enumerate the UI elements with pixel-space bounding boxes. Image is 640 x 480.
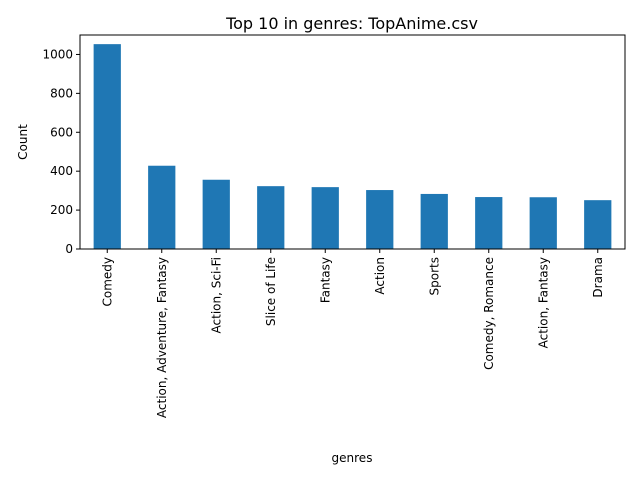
x-tick-label: Drama: [591, 257, 605, 298]
y-axis-ticks: 0 200 400 600 800 1000: [42, 47, 80, 256]
bar: [529, 197, 557, 249]
x-tick-label: Comedy: [100, 257, 114, 307]
bar: [475, 197, 503, 249]
bar: [93, 44, 121, 250]
bar: [420, 193, 448, 249]
x-tick-label: Action, Adventure, Fantasy: [155, 257, 169, 418]
bar: [148, 165, 176, 249]
bar: [311, 187, 339, 249]
x-tick-label: Slice of Life: [264, 257, 278, 326]
y-tick-label: 800: [50, 86, 73, 100]
bar: [202, 179, 230, 249]
bar: [584, 200, 612, 249]
y-tick-label: 400: [50, 164, 73, 178]
x-tick-label: Comedy, Romance: [482, 257, 496, 370]
plot-frame: [79, 34, 626, 250]
bar: [366, 190, 394, 249]
chart-title: Top 10 in genres: TopAnime.csv: [225, 14, 478, 33]
x-axis-ticks: Comedy Action, Adventure, Fantasy Action, …: [100, 249, 605, 418]
x-tick-label: Sports: [427, 257, 441, 295]
x-axis-label: genres: [332, 451, 373, 465]
y-axis-label: Count: [16, 124, 30, 160]
bar: [257, 186, 285, 249]
y-tick-label: 600: [50, 125, 73, 139]
x-tick-label: Action, Fantasy: [536, 257, 550, 348]
y-tick-label: 0: [65, 242, 73, 256]
x-tick-label: Fantasy: [318, 257, 332, 303]
bars-group: [93, 44, 612, 250]
y-tick-label: 200: [50, 203, 73, 217]
x-tick-label: Action: [373, 257, 387, 295]
x-tick-label: Action, Sci-Fi: [209, 257, 223, 333]
y-tick-label: 1000: [42, 47, 73, 61]
